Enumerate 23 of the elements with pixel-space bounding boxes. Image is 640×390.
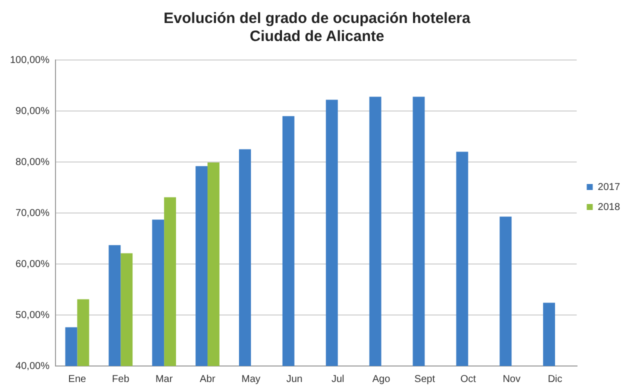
y-tick-label: 90,00% xyxy=(16,106,50,117)
text: Ciudad de Alicante xyxy=(250,28,384,46)
y-tick-label: 50,00% xyxy=(16,310,50,321)
x-tick-label: Ago xyxy=(372,374,391,385)
y-tick-label: 60,00% xyxy=(16,258,50,270)
x-tick-label: Feb xyxy=(112,374,130,385)
x-tick-label: Ene xyxy=(68,374,87,385)
legend-label: 2017 xyxy=(598,182,620,193)
x-tick-label: May xyxy=(242,374,260,385)
x-tick-label: Dic xyxy=(548,374,562,385)
y-tick-label: 100,00% xyxy=(10,54,50,66)
y-tick-label: 80,00% xyxy=(16,156,50,168)
x-tick-label: Nov xyxy=(502,374,520,385)
text: Evolución del grado de ocupación hotelera xyxy=(164,10,470,28)
y-tick-label: 40,00% xyxy=(16,360,50,372)
y-tick-label: 70,00% xyxy=(16,208,50,219)
x-tick-label: Abr xyxy=(200,374,216,385)
x-tick-label: Jul xyxy=(331,374,344,385)
x-tick-label: Sept xyxy=(414,374,436,385)
x-tick-label: Jun xyxy=(286,374,302,385)
legend-label: 2018 xyxy=(598,202,620,213)
x-tick-label: Oct xyxy=(460,374,476,385)
x-tick-label: Mar xyxy=(155,374,174,385)
